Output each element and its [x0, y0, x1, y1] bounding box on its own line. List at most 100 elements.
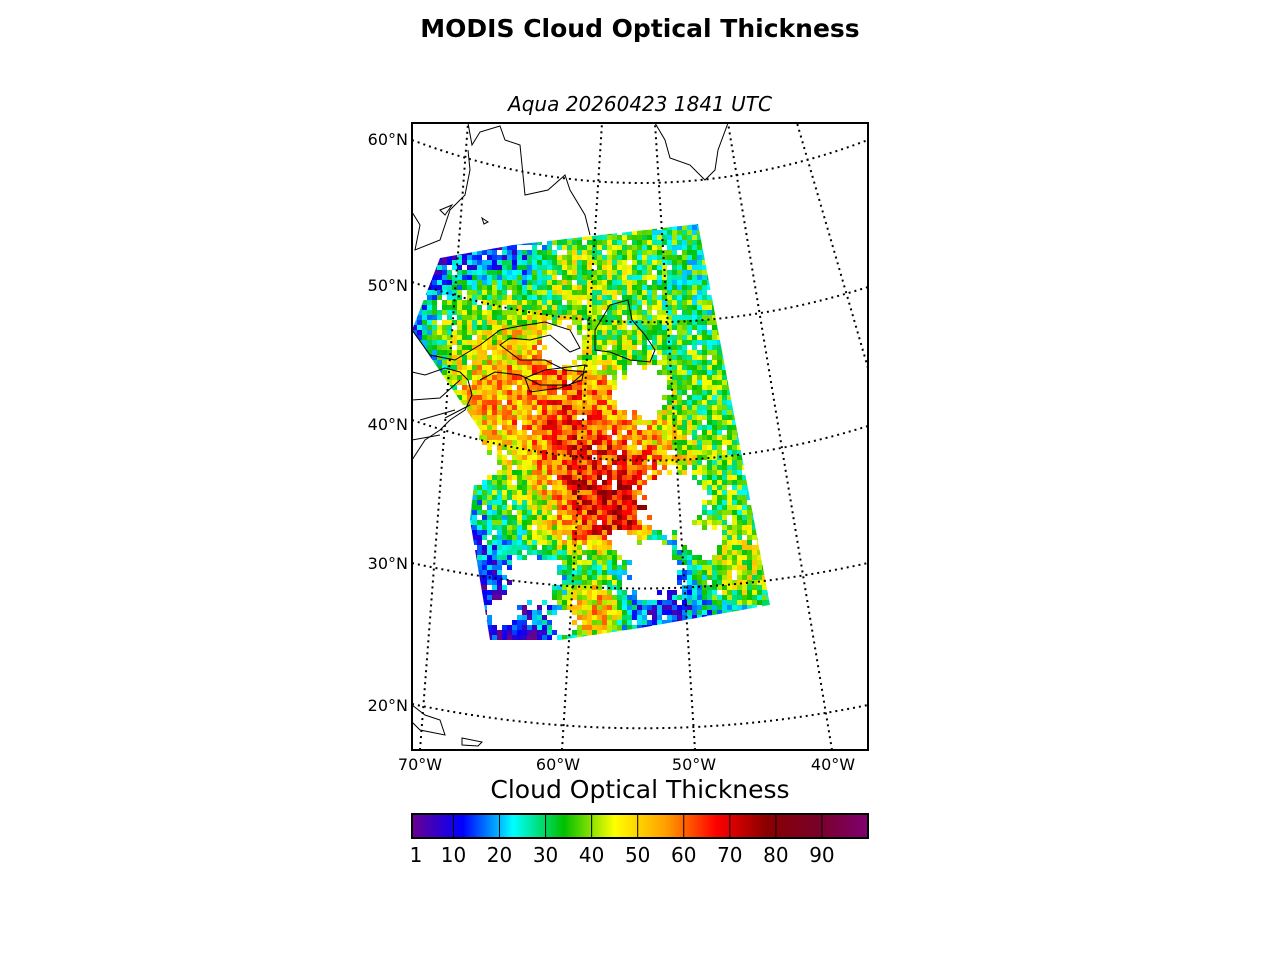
swath-pixel	[677, 365, 682, 370]
swath-pixel	[722, 610, 727, 615]
swath-pixel	[622, 505, 627, 510]
swath-pixel	[682, 325, 687, 330]
swath-pixel	[537, 440, 542, 445]
swath-pixel	[687, 235, 692, 240]
swath-pixel	[597, 530, 602, 535]
swath-pixel	[592, 470, 597, 475]
swath-pixel	[527, 230, 532, 235]
swath-pixel	[682, 550, 687, 555]
swath-pixel	[727, 555, 732, 560]
swath-pixel	[717, 470, 722, 475]
swath-pixel	[572, 390, 577, 395]
swath-pixel	[672, 405, 677, 410]
swath-pixel	[587, 590, 592, 595]
swath-pixel	[662, 435, 667, 440]
swath-pixel	[502, 550, 507, 555]
swath-pixel	[417, 540, 422, 545]
swath-pixel	[592, 285, 597, 290]
swath-pixel	[432, 390, 437, 395]
swath-pixel	[607, 280, 612, 285]
swath-pixel	[487, 580, 492, 585]
swath-pixel	[482, 425, 487, 430]
swath-pixel	[557, 445, 562, 450]
swath-pixel	[647, 355, 652, 360]
swath-pixel	[637, 224, 642, 225]
swath-pixel	[427, 470, 432, 475]
swath-pixel	[477, 540, 482, 545]
swath-pixel	[542, 425, 547, 430]
swath-pixel	[572, 455, 577, 460]
swath-pixel	[772, 465, 777, 470]
swath-pixel	[537, 510, 542, 515]
swath-pixel	[487, 430, 492, 435]
swath-pixel	[417, 520, 422, 525]
swath-pixel	[632, 610, 637, 615]
swath-pixel	[417, 390, 422, 395]
swath-pixel	[682, 265, 687, 270]
swath-pixel	[757, 235, 762, 240]
swath-pixel	[632, 265, 637, 270]
swath-pixel	[542, 510, 547, 515]
swath-pixel	[662, 425, 667, 430]
swath-pixel	[677, 440, 682, 445]
swath-pixel	[592, 275, 597, 280]
swath-pixel	[577, 430, 582, 435]
swath-pixel	[482, 490, 487, 495]
swath-pixel	[637, 535, 642, 540]
swath-pixel	[737, 500, 742, 505]
swath-pixel	[737, 530, 742, 535]
swath-pixel	[692, 224, 697, 225]
swath-pixel	[732, 230, 737, 235]
swath-pixel	[752, 575, 757, 580]
swath-pixel	[562, 470, 567, 475]
swath-pixel	[772, 245, 777, 250]
swath-pixel	[712, 335, 717, 340]
swath-pixel	[592, 320, 597, 325]
swath-pixel	[512, 415, 517, 420]
swath-pixel	[692, 230, 697, 235]
swath-pixel	[722, 505, 727, 510]
swath-pixel	[547, 555, 552, 560]
swath-pixel	[692, 290, 697, 295]
swath-pixel	[697, 270, 702, 275]
swath-pixel	[657, 255, 662, 260]
swath-pixel	[742, 380, 747, 385]
swath-pixel	[497, 595, 502, 600]
swath-pixel	[582, 290, 587, 295]
swath-pixel	[577, 400, 582, 405]
swath-pixel	[602, 580, 607, 585]
swath-pixel	[457, 395, 462, 400]
swath-pixel	[527, 495, 532, 500]
swath-pixel	[712, 480, 717, 485]
swath-pixel	[607, 560, 612, 565]
swath-pixel	[467, 545, 472, 550]
swath-pixel	[752, 535, 757, 540]
swath-pixel	[732, 405, 737, 410]
swath-pixel	[567, 275, 572, 280]
swath-pixel	[597, 575, 602, 580]
swath-pixel	[537, 285, 542, 290]
swath-pixel	[517, 475, 522, 480]
swath-pixel	[512, 420, 517, 425]
swath-pixel	[667, 224, 672, 225]
swath-pixel	[422, 300, 427, 305]
swath-pixel	[582, 515, 587, 520]
swath-pixel	[537, 480, 542, 485]
swath-pixel	[762, 585, 767, 590]
swath-pixel	[502, 385, 507, 390]
swath-pixel	[562, 520, 567, 525]
swath-pixel	[647, 530, 652, 535]
swath-pixel	[492, 325, 497, 330]
swath-pixel	[447, 580, 452, 585]
swath-pixel	[432, 510, 437, 515]
swath-pixel	[507, 525, 512, 530]
swath-pixel	[607, 575, 612, 580]
swath-pixel	[482, 265, 487, 270]
swath-pixel	[422, 590, 427, 595]
swath-pixel	[422, 480, 427, 485]
swath-pixel	[637, 315, 642, 320]
swath-pixel	[697, 300, 702, 305]
swath-pixel	[627, 300, 632, 305]
swath-pixel	[697, 360, 702, 365]
swath-pixel	[647, 420, 652, 425]
